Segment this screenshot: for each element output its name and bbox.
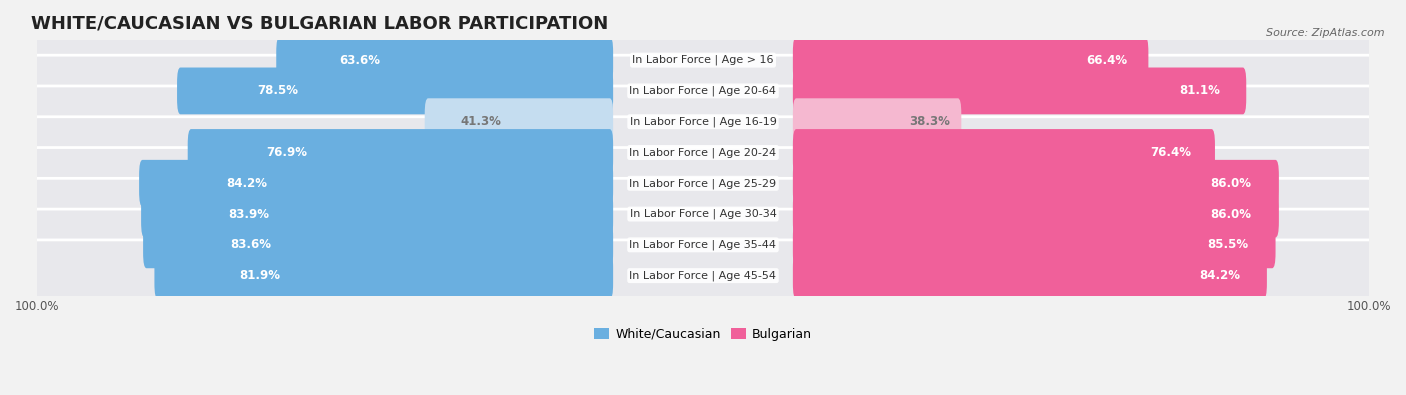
FancyBboxPatch shape [793,222,1275,268]
Text: 38.3%: 38.3% [910,115,950,128]
Text: 76.4%: 76.4% [1150,146,1191,159]
Text: 84.2%: 84.2% [1199,269,1240,282]
Text: WHITE/CAUCASIAN VS BULGARIAN LABOR PARTICIPATION: WHITE/CAUCASIAN VS BULGARIAN LABOR PARTI… [31,15,607,33]
FancyBboxPatch shape [793,98,962,145]
FancyBboxPatch shape [32,86,1374,157]
Legend: White/Caucasian, Bulgarian: White/Caucasian, Bulgarian [589,323,817,346]
FancyBboxPatch shape [32,117,1374,188]
Text: In Labor Force | Age 35-44: In Labor Force | Age 35-44 [630,240,776,250]
FancyBboxPatch shape [793,191,1279,237]
Text: 76.9%: 76.9% [266,146,308,159]
Text: 78.5%: 78.5% [257,85,298,98]
FancyBboxPatch shape [188,129,613,176]
Text: Source: ZipAtlas.com: Source: ZipAtlas.com [1267,28,1385,38]
Text: 86.0%: 86.0% [1211,207,1251,220]
FancyBboxPatch shape [32,178,1374,250]
FancyBboxPatch shape [793,160,1279,207]
FancyBboxPatch shape [32,209,1374,280]
FancyBboxPatch shape [143,222,613,268]
Text: In Labor Force | Age 16-19: In Labor Force | Age 16-19 [630,117,776,127]
FancyBboxPatch shape [32,55,1374,127]
FancyBboxPatch shape [276,37,613,83]
Text: In Labor Force | Age 20-24: In Labor Force | Age 20-24 [630,147,776,158]
Text: In Labor Force | Age 30-34: In Labor Force | Age 30-34 [630,209,776,219]
Text: 83.9%: 83.9% [228,207,269,220]
Text: 63.6%: 63.6% [339,54,380,67]
Text: In Labor Force | Age 20-64: In Labor Force | Age 20-64 [630,86,776,96]
FancyBboxPatch shape [425,98,613,145]
FancyBboxPatch shape [32,240,1374,311]
Text: 41.3%: 41.3% [461,115,502,128]
Text: 66.4%: 66.4% [1087,54,1128,67]
FancyBboxPatch shape [793,129,1215,176]
Text: 84.2%: 84.2% [226,177,267,190]
Text: In Labor Force | Age 25-29: In Labor Force | Age 25-29 [630,178,776,188]
Text: 81.9%: 81.9% [239,269,280,282]
Text: 81.1%: 81.1% [1180,85,1220,98]
FancyBboxPatch shape [155,252,613,299]
FancyBboxPatch shape [177,68,613,114]
FancyBboxPatch shape [793,68,1246,114]
Text: 86.0%: 86.0% [1211,177,1251,190]
Text: 83.6%: 83.6% [229,238,271,251]
FancyBboxPatch shape [32,148,1374,219]
FancyBboxPatch shape [793,37,1149,83]
Text: 85.5%: 85.5% [1208,238,1249,251]
Text: In Labor Force | Age 45-54: In Labor Force | Age 45-54 [630,270,776,281]
FancyBboxPatch shape [32,24,1374,96]
FancyBboxPatch shape [139,160,613,207]
FancyBboxPatch shape [141,191,613,237]
FancyBboxPatch shape [793,252,1267,299]
Text: In Labor Force | Age > 16: In Labor Force | Age > 16 [633,55,773,65]
